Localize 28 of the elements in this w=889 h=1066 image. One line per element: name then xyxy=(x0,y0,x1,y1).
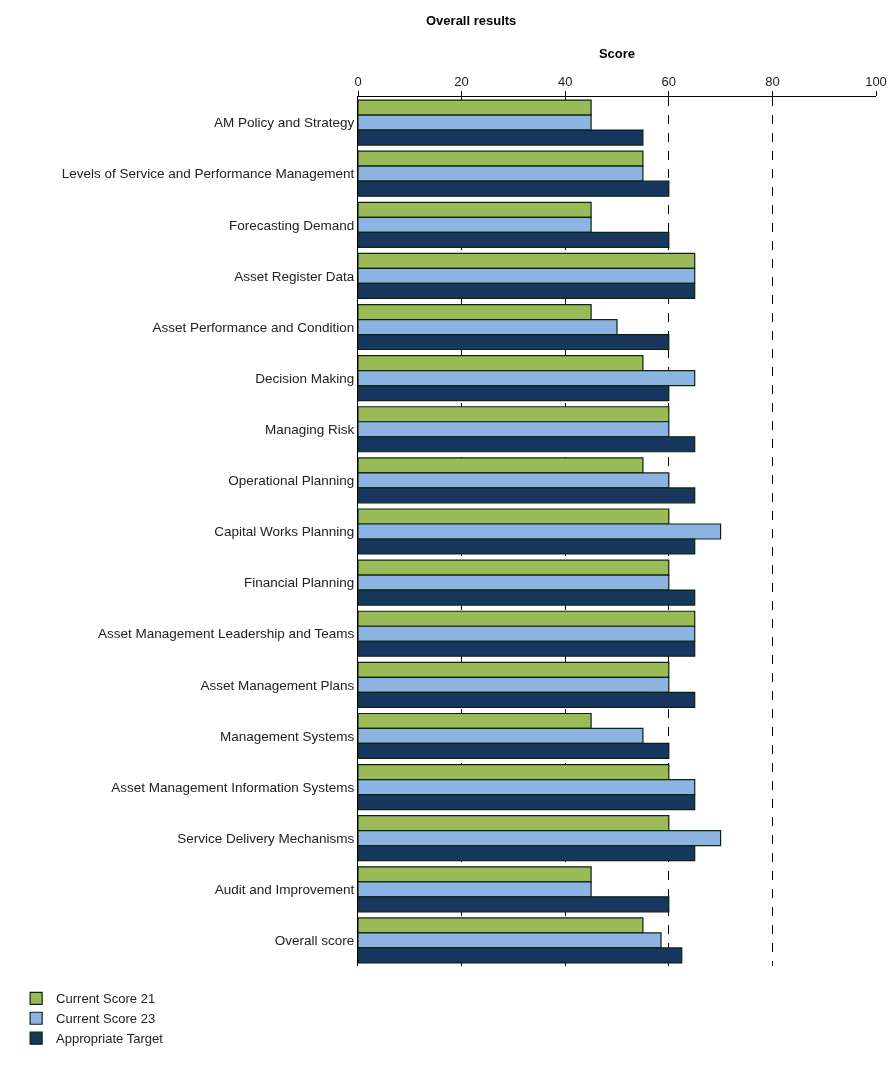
chart-title: Overall results xyxy=(426,13,517,29)
x-tick-label: 60 xyxy=(661,73,677,89)
y-tick-label: Asset Management Information Systems xyxy=(111,779,355,795)
y-tick-label: Service Delivery Mechanisms xyxy=(177,830,355,846)
y-tick-label: Managing Risk xyxy=(265,421,355,437)
y-tick-label: AM Policy and Strategy xyxy=(213,115,355,131)
legend-label: Appropriate Target xyxy=(56,1031,164,1047)
y-tick-label: Financial Planning xyxy=(243,575,355,591)
y-tick-label: Operational Planning xyxy=(228,473,355,489)
x-tick-label: 0 xyxy=(354,73,362,89)
x-tick-label: 40 xyxy=(557,73,573,89)
y-tick-label: Forecasting Demand xyxy=(228,217,355,233)
y-tick-label: Asset Management Plans xyxy=(200,677,355,693)
legend-label: Current Score 23 xyxy=(56,1011,156,1027)
y-tick-label: Audit and Improvement xyxy=(214,882,355,898)
legend-label: Current Score 21 xyxy=(56,991,156,1007)
y-tick-label: Decision Making xyxy=(255,370,355,386)
y-tick-label: Capital Works Planning xyxy=(214,524,355,540)
y-tick-label: Levels of Service and Performance Management xyxy=(61,166,355,182)
y-tick-label: Asset Register Data xyxy=(234,268,355,284)
y-tick-label: Overall score xyxy=(274,933,355,949)
x-tick-label: 20 xyxy=(454,73,469,89)
y-tick-label: Asset Management Leadership and Teams xyxy=(97,626,355,642)
x-axis-title: Score xyxy=(598,45,636,61)
y-tick-label: Management Systems xyxy=(219,728,355,744)
y-tick-label: Asset Performance and Condition xyxy=(152,319,355,335)
x-tick-label: 100 xyxy=(865,73,887,89)
x-tick-label: 80 xyxy=(765,73,780,89)
